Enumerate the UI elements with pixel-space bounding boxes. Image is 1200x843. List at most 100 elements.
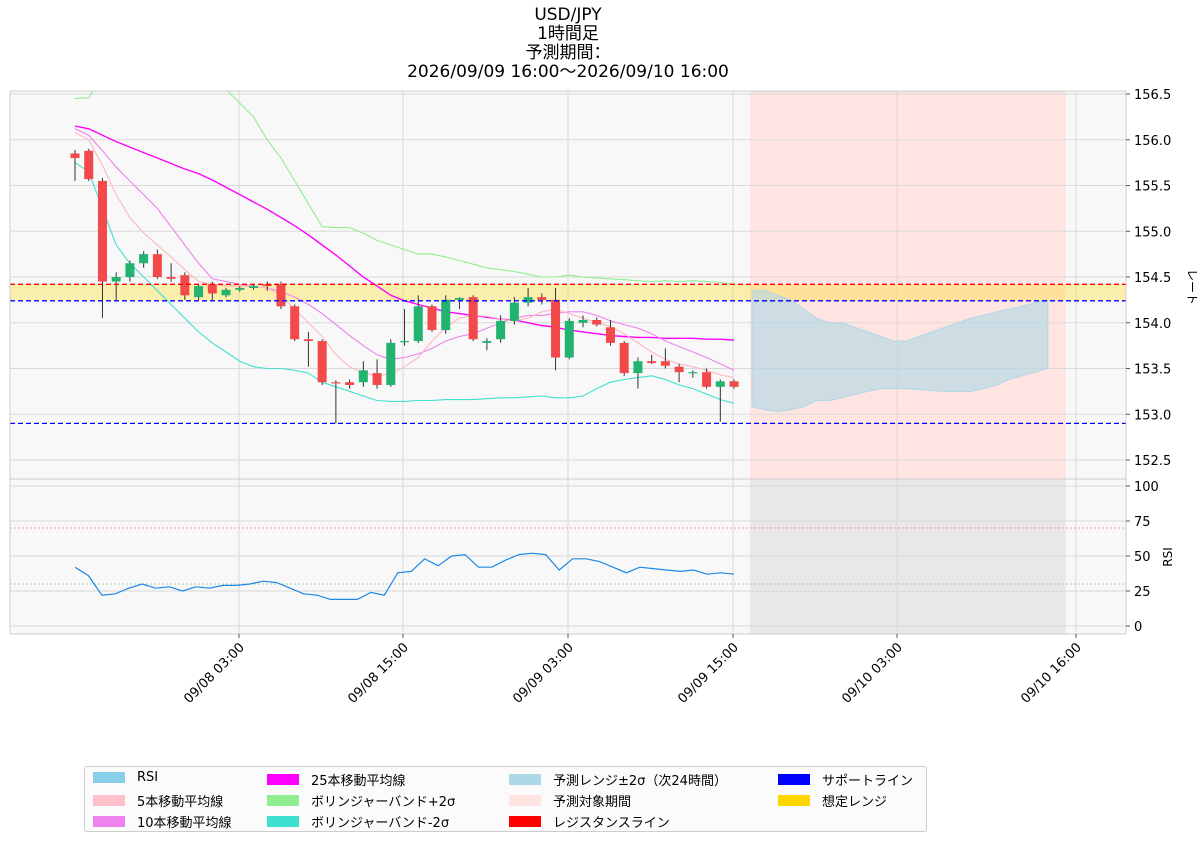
candle-body (194, 286, 204, 298)
xtick-label: 09/08 03:00 (181, 640, 248, 707)
forecast-range-band (751, 290, 1049, 413)
legend: RSI 5本移動平均線 10本移動平均線 25本移動平均線ボリンジャーバンド+2σ ボリ… (84, 766, 927, 832)
legend-label: 10本移動平均線 (137, 816, 232, 831)
candle-body (262, 284, 272, 287)
candle-body (345, 382, 355, 385)
candle-body (221, 289, 231, 296)
title-line-forecast-label: 予測期間： (525, 43, 611, 63)
candle-body (578, 320, 588, 323)
rsi-line (74, 552, 735, 601)
price-ytick-label: 154.5 (1134, 271, 1171, 286)
ma5-line (74, 131, 735, 379)
candle-body (482, 341, 492, 343)
legend-swatch (267, 816, 299, 827)
expected-range-band (10, 284, 1126, 301)
rsi-ytick-label: 25 (1134, 585, 1151, 600)
candle-body (688, 372, 698, 374)
candle-body (276, 284, 286, 307)
candle-body (564, 320, 574, 358)
legend-label: ボリンジャーバンド-2σ (311, 816, 450, 831)
candle-body (592, 320, 602, 325)
candle-body (386, 342, 396, 385)
title-line-pair: USD/JPY (534, 5, 602, 25)
legend-label: 予測レンジ±2σ（次24時間） (553, 774, 727, 789)
candle-body (509, 302, 519, 321)
candle-body (70, 153, 80, 159)
chart-title: USD/JPY 1時間足 予測期間： 2026/09/09 16:00〜2026… (0, 6, 1136, 82)
candle-body (619, 342, 629, 374)
legend-item: 5本移動平均線 (93, 791, 223, 810)
bollinger-lower-line (74, 162, 735, 404)
candle-body (702, 372, 712, 387)
legend-label: 想定レンジ (822, 795, 888, 810)
legend-swatch (509, 795, 541, 806)
candle-body (111, 277, 121, 282)
candle-body (139, 254, 149, 264)
legend-label: レジスタンスライン (553, 816, 670, 831)
candle-body (674, 366, 684, 373)
candle-body (523, 297, 533, 303)
legend-label: 予測対象期間 (553, 795, 632, 810)
chart-canvas: 156.5 156.0 155.5 155.0 154.5 154.0 153.5 153.0… (9, 88, 1199, 707)
candle-body (454, 298, 464, 300)
candle-body (331, 382, 341, 384)
legend-label: RSI (137, 770, 159, 785)
price-ytick-label: 155.5 (1134, 180, 1171, 195)
legend-swatch (778, 795, 810, 806)
legend-swatch (93, 816, 125, 827)
ma10-line (74, 128, 735, 371)
candle-body (207, 284, 217, 294)
price-ytick-label: 154.0 (1134, 317, 1171, 332)
candle-body (551, 299, 561, 358)
bollinger-upper-line (74, 91, 735, 285)
rsi-ytick-label: 100 (1134, 480, 1159, 495)
legend-item: 25本移動平均線 (267, 770, 406, 789)
candle-body (647, 361, 657, 364)
legend-swatch (267, 795, 299, 806)
legend-swatch (93, 772, 125, 783)
candle-body (372, 373, 382, 385)
candle-body (633, 361, 643, 374)
legend-label: 25本移動平均線 (311, 774, 406, 789)
candle-body (303, 339, 313, 342)
price-ytick-label: 156.0 (1134, 134, 1171, 149)
legend-item: 予測レンジ±2σ（次24時間） (509, 770, 727, 789)
legend-label: ボリンジャーバンド+2σ (311, 795, 456, 810)
xtick-label: 09/10 16:00 (1018, 640, 1085, 707)
price-ytick-label: 155.0 (1134, 225, 1171, 240)
candle-body (317, 341, 327, 383)
candle-body (180, 275, 190, 296)
legend-item: サポートライン (778, 770, 913, 789)
price-ytick-label: 156.5 (1134, 88, 1171, 103)
candle-body (400, 341, 410, 343)
legend-item: ボリンジャーバンド-2σ (267, 812, 449, 831)
candle-body (166, 277, 176, 279)
xtick-label: 09/09 03:00 (510, 640, 577, 707)
price-ytick-label: 153.5 (1134, 363, 1171, 378)
xtick-label: 09/10 03:00 (839, 640, 906, 707)
candle-body (84, 150, 94, 180)
candle-body (715, 381, 725, 387)
price-ytick-label: 152.5 (1134, 454, 1171, 469)
legend-swatch (509, 816, 541, 827)
rsi-ylabel: RSI (1161, 547, 1175, 567)
candle-body (235, 287, 245, 290)
legend-label: サポートライン (822, 774, 914, 789)
legend-swatch (509, 774, 541, 785)
candle-body (729, 381, 739, 387)
candle-body (660, 361, 670, 366)
candle-body (248, 286, 258, 288)
xtick-label: 09/09 15:00 (675, 640, 742, 707)
legend-swatch (93, 795, 125, 806)
candle-body (468, 297, 478, 340)
candle-body (97, 180, 107, 282)
candle-body (290, 306, 300, 340)
candle-body (537, 297, 547, 300)
legend-item: 10本移動平均線 (93, 812, 232, 831)
candle-body (427, 306, 437, 331)
rsi-ytick-label: 50 (1134, 550, 1151, 565)
rsi-ytick-label: 0 (1134, 620, 1142, 635)
candle-body (413, 306, 423, 342)
legend-swatch (267, 774, 299, 785)
title-line-forecast-period: 2026/09/09 16:00〜2026/09/10 16:00 (407, 62, 729, 82)
